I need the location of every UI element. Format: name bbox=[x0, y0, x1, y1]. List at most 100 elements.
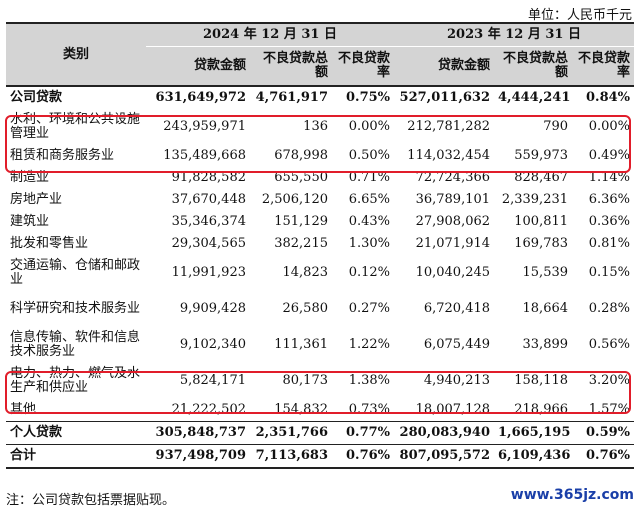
cell-amount-2024: 9,909,428 bbox=[179, 301, 246, 316]
table-row: 个人贷款 305,848,737 2,351,766 0.77% 280,083,940… bbox=[6, 421, 635, 445]
table-row: 制造业 91,828,582 655,550 0.71% 72,724,366 828,4… bbox=[6, 167, 634, 189]
cell-ratio-2024: 0.43% bbox=[348, 214, 391, 229]
cell-npl-2023: 4,444,241 bbox=[494, 85, 573, 109]
cell-npl-2023: 169,783 bbox=[514, 236, 569, 251]
highlight-box-bottom bbox=[5, 371, 631, 414]
cell-npl-2023: 1,665,195 bbox=[494, 421, 573, 445]
cell-npl-2023: 33,899 bbox=[522, 337, 569, 352]
unit-label: 单位：人民币千元 bbox=[527, 8, 632, 23]
row-label: 合计 bbox=[6, 444, 146, 469]
header-period-2023: 2023 年 12 月 31 日 bbox=[394, 22, 635, 47]
cell-amount-2023: 114,032,454 bbox=[407, 148, 491, 163]
row-label: 信息传输、软件和信息技术服务业 bbox=[10, 330, 141, 359]
row-label: 批发和零售业 bbox=[10, 236, 89, 251]
header-npl-2023: 不良贷款总额 bbox=[494, 46, 573, 87]
header-ratio-2023: 不良贷款率 bbox=[572, 46, 635, 87]
table-row: 房地产业 37,670,448 2,506,120 6.65% 36,789,101 2,… bbox=[6, 189, 634, 211]
row-label: 电力、热力、燃气及水生产和供应业 bbox=[10, 366, 141, 395]
cell-npl-2024: 111,361 bbox=[274, 337, 328, 352]
cell-npl-2024: 26,580 bbox=[282, 301, 329, 316]
cell-amount-2024: 91,828,582 bbox=[171, 170, 246, 185]
cell-amount-2024: 243,959,971 bbox=[163, 119, 246, 134]
cell-amount-2023: 6,075,449 bbox=[423, 337, 491, 352]
cell-npl-2023: 158,118 bbox=[514, 373, 569, 388]
cell-ratio-2024: 0.76% bbox=[332, 444, 395, 469]
cell-npl-2023: 18,664 bbox=[522, 301, 569, 316]
cell-ratio-2024: 0.50% bbox=[348, 148, 391, 163]
cell-npl-2024: 678,998 bbox=[274, 148, 328, 163]
cell-amount-2023: 280,083,940 bbox=[394, 421, 495, 445]
cell-ratio-2023: 0.84% bbox=[572, 85, 635, 109]
row-label: 公司贷款 bbox=[6, 85, 146, 109]
table-row: 建筑业 35,346,374 151,129 0.43% 27,908,062 100,8… bbox=[6, 211, 634, 233]
cell-npl-2023: 100,811 bbox=[514, 214, 569, 229]
cell-npl-2024: 151,129 bbox=[274, 214, 328, 229]
row-label: 制造业 bbox=[10, 170, 50, 185]
cell-amount-2024: 11,991,923 bbox=[171, 265, 246, 280]
cell-ratio-2023: 0.00% bbox=[588, 119, 631, 134]
cell-amount-2024: 631,649,972 bbox=[146, 85, 250, 109]
cell-ratio-2024: 0.77% bbox=[332, 421, 395, 445]
cell-amount-2024: 305,848,737 bbox=[146, 421, 250, 445]
table-row: 电力、热力、燃气及水生产和供应业 5,824,171 80,173 1.38% 4,94… bbox=[6, 363, 634, 399]
cell-ratio-2023: 0.28% bbox=[588, 301, 631, 316]
cell-npl-2024: 4,761,917 bbox=[250, 85, 332, 109]
watermark: www.365jz.com bbox=[510, 487, 634, 503]
cell-ratio-2024: 6.65% bbox=[348, 192, 391, 207]
cell-amount-2024: 135,489,668 bbox=[163, 148, 246, 163]
cell-npl-2024: 2,506,120 bbox=[261, 192, 328, 207]
row-label: 科学研究和技术服务业 bbox=[10, 301, 141, 316]
cell-amount-2023: 10,040,245 bbox=[415, 265, 491, 280]
cell-ratio-2024: 0.12% bbox=[348, 265, 391, 280]
row-label: 租赁和商务服务业 bbox=[10, 148, 115, 163]
header-category: 类别 bbox=[6, 22, 146, 87]
cell-ratio-2023: 0.15% bbox=[588, 265, 631, 280]
cell-ratio-2024: 0.00% bbox=[348, 119, 391, 134]
highlight-box-top bbox=[5, 115, 631, 173]
table-row: 交通运输、仓储和邮政业 11,991,923 14,823 0.12% 10,040,2… bbox=[6, 255, 634, 291]
cell-amount-2023: 807,095,572 bbox=[394, 444, 495, 469]
cell-amount-2023: 6,720,418 bbox=[423, 301, 491, 316]
cell-ratio-2024: 0.27% bbox=[348, 301, 391, 316]
cell-amount-2024: 9,102,340 bbox=[179, 337, 246, 352]
cell-ratio-2023: 6.36% bbox=[588, 192, 631, 207]
cell-ratio-2023: 3.20% bbox=[588, 373, 631, 388]
cell-npl-2023: 559,973 bbox=[514, 148, 569, 163]
loan-npl-table: 类别 2024 年 12 月 31 日 2023 年 12 月 31 日 贷款金… bbox=[6, 22, 635, 469]
header-period-2024: 2024 年 12 月 31 日 bbox=[146, 22, 395, 47]
cell-amount-2023: 212,781,282 bbox=[407, 119, 491, 134]
row-label: 个人贷款 bbox=[6, 421, 146, 445]
cell-ratio-2023: 0.49% bbox=[588, 148, 631, 163]
header-npl-2024: 不良贷款总额 bbox=[250, 46, 332, 87]
cell-npl-2023: 6,109,436 bbox=[494, 444, 573, 469]
cell-amount-2024: 37,670,448 bbox=[171, 192, 246, 207]
cell-npl-2023: 828,467 bbox=[514, 170, 569, 185]
row-label: 建筑业 bbox=[10, 214, 50, 229]
cell-npl-2024: 2,351,766 bbox=[250, 421, 332, 445]
cell-ratio-2023: 1.14% bbox=[588, 170, 631, 185]
cell-npl-2023: 790 bbox=[543, 119, 569, 134]
table-row: 科学研究和技术服务业 9,909,428 26,580 0.27% 6,720,418 1… bbox=[6, 291, 634, 327]
cell-amount-2024: 29,304,565 bbox=[171, 236, 246, 251]
cell-ratio-2024: 0.71% bbox=[348, 170, 391, 185]
footnote: 注：公司贷款包括票据贴现。 bbox=[6, 493, 176, 508]
cell-amount-2023: 4,940,213 bbox=[423, 373, 491, 388]
cell-ratio-2023: 0.81% bbox=[588, 236, 631, 251]
cell-ratio-2024: 1.38% bbox=[348, 373, 391, 388]
header-amount-2024: 贷款金额 bbox=[146, 46, 250, 87]
cell-ratio-2024: 0.75% bbox=[332, 85, 395, 109]
cell-amount-2023: 72,724,366 bbox=[415, 170, 491, 185]
cell-npl-2024: 7,113,683 bbox=[250, 444, 332, 469]
table-row: 公司贷款 631,649,972 4,761,917 0.75% 527,011,632… bbox=[6, 85, 635, 109]
cell-ratio-2023: 0.56% bbox=[588, 337, 631, 352]
cell-amount-2024: 5,824,171 bbox=[179, 373, 246, 388]
cell-ratio-2023: 0.59% bbox=[572, 421, 635, 445]
cell-npl-2024: 80,173 bbox=[282, 373, 329, 388]
table-row: 信息传输、软件和信息技术服务业 9,102,340 111,361 1.22% 6,07… bbox=[6, 327, 634, 363]
table-row: 批发和零售业 29,304,565 382,215 1.30% 21,071,914 16… bbox=[6, 233, 634, 255]
cell-ratio-2024: 1.30% bbox=[348, 236, 391, 251]
row-label: 交通运输、仓储和邮政业 bbox=[10, 258, 141, 287]
cell-npl-2024: 136 bbox=[303, 119, 328, 134]
cell-ratio-2024: 1.22% bbox=[348, 337, 391, 352]
cell-amount-2023: 527,011,632 bbox=[394, 85, 495, 109]
